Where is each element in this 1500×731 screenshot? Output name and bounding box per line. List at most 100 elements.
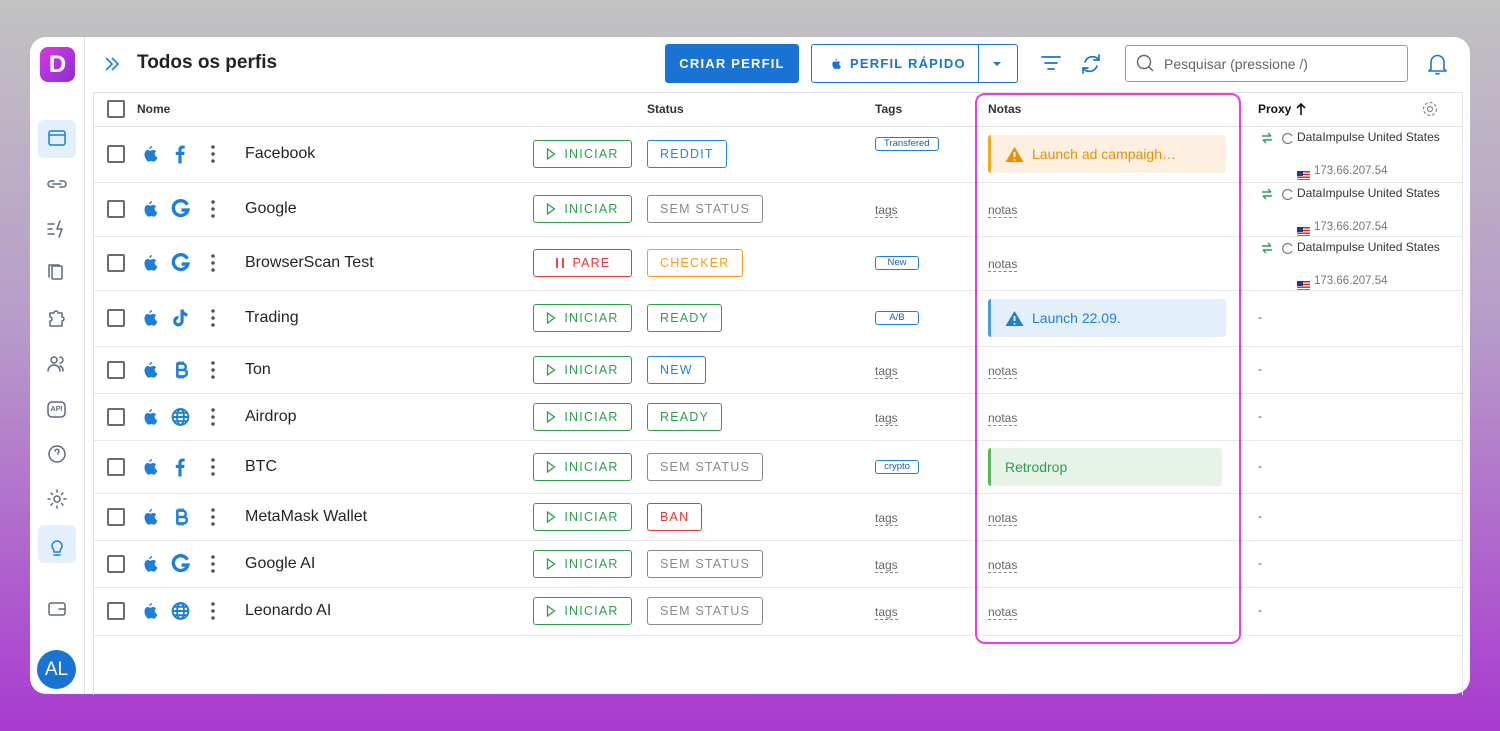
dropdown-arrow[interactable] xyxy=(985,55,1009,73)
profile-name[interactable]: Facebook xyxy=(245,145,316,162)
status-badge[interactable]: NEW xyxy=(647,355,706,384)
row-checkbox[interactable] xyxy=(107,507,125,526)
status-badge[interactable]: BAN xyxy=(647,502,703,531)
site-icon xyxy=(171,199,191,219)
column-header[interactable]: Nome xyxy=(137,102,171,116)
row-checkbox[interactable] xyxy=(107,254,125,272)
tag-placeholder[interactable]: tags xyxy=(875,363,898,379)
note-box[interactable]: Retrodrop xyxy=(988,447,1222,486)
row-checkbox[interactable] xyxy=(107,457,125,476)
row-divider xyxy=(93,182,1463,183)
proxy-icons-svg xyxy=(1262,242,1293,255)
sort-arrow[interactable] xyxy=(1294,101,1310,117)
row-divider xyxy=(93,493,1463,494)
notifications-icon[interactable] xyxy=(1426,51,1450,77)
more-menu xyxy=(206,308,220,328)
toolbar-icons[interactable] xyxy=(1038,50,1108,78)
quick-profile-button[interactable]: PERFIL RÁPIDO xyxy=(811,44,1018,83)
column-header[interactable]: Proxy xyxy=(1258,102,1292,116)
tag-pill[interactable]: A/B xyxy=(875,311,919,325)
tag-pill[interactable]: crypto xyxy=(875,459,919,474)
avatar[interactable]: AL xyxy=(37,650,76,689)
action-button[interactable]: INICIAR xyxy=(533,402,632,431)
status-badge[interactable]: READY xyxy=(647,304,723,332)
profile-name[interactable]: Leonardo AI xyxy=(245,602,332,619)
action-button[interactable]: INICIAR xyxy=(533,304,632,332)
tag-pill[interactable]: New xyxy=(875,256,919,270)
proxy-name: DataImpulse United States xyxy=(1297,130,1440,144)
profile-name[interactable]: BrowserScan Test xyxy=(245,254,374,271)
action-button[interactable]: INICIAR xyxy=(533,140,632,168)
row-checkbox[interactable] xyxy=(107,145,125,163)
settings-icon[interactable] xyxy=(1421,100,1439,118)
search-box[interactable] xyxy=(1125,45,1408,82)
note-placeholder[interactable]: notas xyxy=(988,363,1018,379)
action-button[interactable]: INICIAR xyxy=(533,452,632,481)
note-box[interactable]: Launch ad campaigh… xyxy=(988,135,1226,173)
profile-name[interactable]: Trading xyxy=(245,309,299,326)
row-checkbox[interactable] xyxy=(107,200,125,218)
play-icon xyxy=(547,410,556,423)
note-placeholder[interactable]: notas xyxy=(988,257,1018,272)
apple-icon-svg xyxy=(144,603,158,619)
row-checkbox[interactable] xyxy=(107,554,125,573)
profile-name[interactable]: BTC xyxy=(245,457,277,475)
play-icon xyxy=(547,510,556,523)
expand-icon[interactable] xyxy=(100,50,130,78)
apple-icon xyxy=(141,144,159,164)
action-button[interactable]: PARE xyxy=(533,249,632,277)
apple-icon xyxy=(141,407,159,427)
column-header[interactable]: Notas xyxy=(988,102,1022,116)
status-badge[interactable]: REDDIT xyxy=(647,140,727,168)
more-menu xyxy=(206,360,220,380)
action-button[interactable]: INICIAR xyxy=(533,597,632,625)
row-checkbox[interactable] xyxy=(107,309,125,327)
proxy-empty: - xyxy=(1258,458,1262,473)
tag-placeholder[interactable]: tags xyxy=(875,557,898,573)
proxy-name: DataImpulse United States xyxy=(1297,240,1440,254)
tag-placeholder[interactable]: tags xyxy=(875,605,898,620)
play-icon xyxy=(547,203,556,215)
note-placeholder[interactable]: notas xyxy=(988,557,1018,573)
status-badge[interactable]: SEM STATUS xyxy=(647,452,764,481)
more-menu-svg xyxy=(211,554,215,573)
note-box[interactable]: Launch 22.09. xyxy=(988,299,1226,337)
more-menu-svg xyxy=(211,407,215,426)
note-placeholder[interactable]: notas xyxy=(988,410,1018,426)
note-placeholder[interactable]: notas xyxy=(988,203,1018,218)
site-icon xyxy=(171,253,191,273)
status-badge[interactable]: CHECKER xyxy=(647,249,743,277)
row-checkbox[interactable] xyxy=(107,602,125,620)
tag-placeholder[interactable]: tags xyxy=(875,410,898,426)
status-badge[interactable]: SEM STATUS xyxy=(647,597,764,625)
tag-placeholder[interactable]: tags xyxy=(875,510,898,526)
create-profile-button[interactable]: CRIAR PERFIL xyxy=(665,44,799,83)
profile-name[interactable]: MetaMask Wallet xyxy=(245,507,368,525)
status-badge[interactable]: SEM STATUS xyxy=(647,549,764,578)
profile-name[interactable]: Google AI xyxy=(245,554,316,572)
site-icon xyxy=(171,360,190,380)
tag-pill[interactable]: Transfered xyxy=(875,137,939,151)
proxy-icons-svg xyxy=(1262,132,1293,145)
tag-placeholder[interactable]: tags xyxy=(875,203,898,218)
action-button[interactable]: INICIAR xyxy=(533,549,632,578)
row-checkbox[interactable] xyxy=(107,360,125,379)
row-checkbox[interactable] xyxy=(107,407,125,426)
logo[interactable]: D xyxy=(40,47,75,82)
sidebar-icons[interactable] xyxy=(0,0,90,700)
action-button[interactable]: INICIAR xyxy=(533,502,632,531)
profile-name[interactable]: Airdrop xyxy=(245,407,297,425)
action-button[interactable]: INICIAR xyxy=(533,195,632,223)
status-badge[interactable]: SEM STATUS xyxy=(647,195,764,223)
note-placeholder[interactable]: notas xyxy=(988,605,1018,620)
status-badge[interactable]: READY xyxy=(647,402,723,431)
profile-name[interactable]: Ton xyxy=(245,360,271,378)
action-button[interactable]: INICIAR xyxy=(533,355,632,384)
select-all-checkbox[interactable] xyxy=(107,100,125,118)
column-header[interactable]: Status xyxy=(647,102,684,116)
column-header[interactable]: Tags xyxy=(875,102,903,116)
action-label: INICIAR xyxy=(564,147,619,161)
more-menu-svg xyxy=(211,507,215,526)
note-placeholder[interactable]: notas xyxy=(988,510,1018,526)
profile-name[interactable]: Google xyxy=(245,200,297,217)
